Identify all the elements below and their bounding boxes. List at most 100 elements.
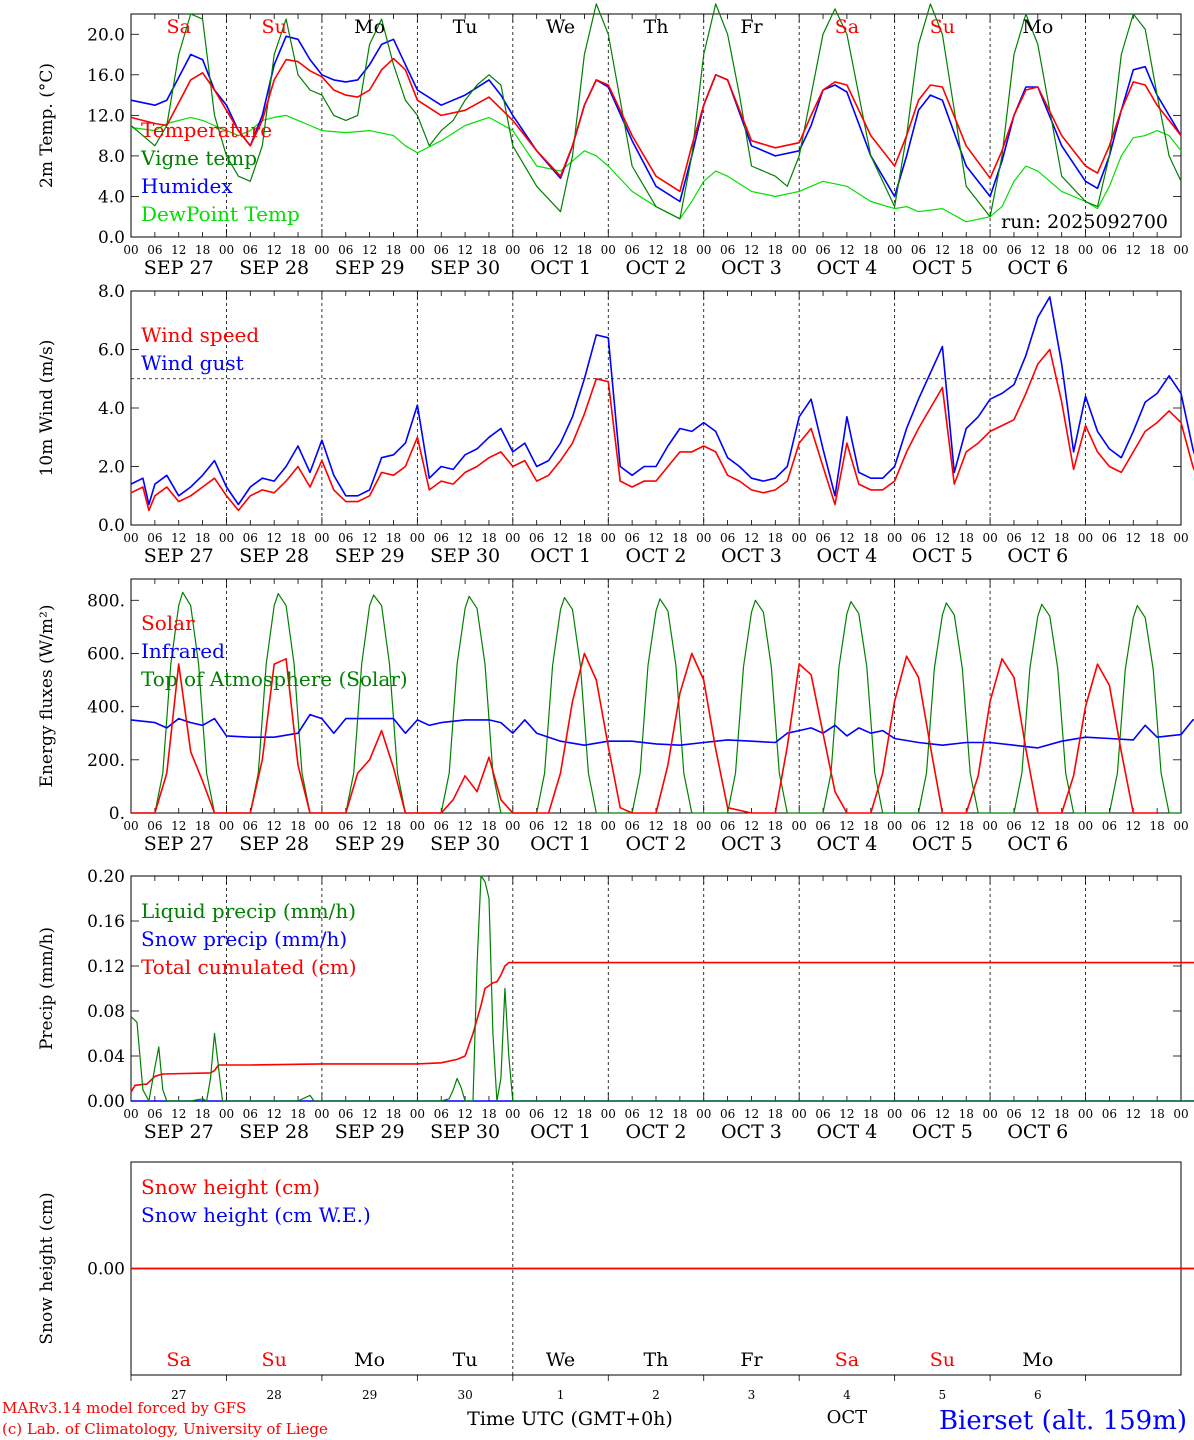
y-axis-title: 2m Temp. (°C) <box>37 63 57 188</box>
series-line-temperature <box>130 57 1182 193</box>
date-label: SEP 29 <box>335 1121 405 1143</box>
hour-tick-label: 18 <box>386 243 401 257</box>
hour-tick-label: 00 <box>219 1107 234 1121</box>
hour-tick-label: 18 <box>1054 819 1069 833</box>
hour-tick-label: 12 <box>267 1107 282 1121</box>
weekday-label: Fr <box>740 16 763 38</box>
hour-tick-label: 12 <box>267 243 282 257</box>
hour-tick-label: 06 <box>434 819 449 833</box>
day-number-label: 29 <box>362 1388 377 1402</box>
hour-tick-label: 00 <box>601 531 616 545</box>
y-tick-label: 0.00 <box>87 1092 125 1112</box>
weekday-label: Su <box>930 16 955 38</box>
hour-tick-label: 06 <box>434 1107 449 1121</box>
hour-tick-label: 06 <box>147 531 162 545</box>
weekday-label: Tu <box>453 16 478 38</box>
hour-tick-label: 00 <box>887 819 902 833</box>
hour-tick-label: 00 <box>123 1107 138 1121</box>
panel-3: 00 06 12 18 00 06 12 18 00 06 12 18 00 06 12 18 00 06 12 18… <box>37 578 1194 855</box>
date-label: OCT 2 <box>626 1121 687 1143</box>
legend-entry: Temperature <box>141 118 272 142</box>
hour-tick-label: 12 <box>171 531 186 545</box>
hour-tick-label: 12 <box>362 819 377 833</box>
legend-entry: Infrared <box>141 639 225 663</box>
hour-tick-label: 00 <box>792 1107 807 1121</box>
hour-tick-label: 06 <box>720 1107 735 1121</box>
hour-tick-label: 06 <box>243 1107 258 1121</box>
hour-tick-label: 06 <box>1102 531 1117 545</box>
hour-tick-label: 06 <box>338 1107 353 1121</box>
hour-tick-label: 00 <box>601 1107 616 1121</box>
hour-tick-label: 18 <box>959 243 974 257</box>
hour-tick-label: 00 <box>505 819 520 833</box>
hour-tick-label: 18 <box>386 531 401 545</box>
weekday-label: Mo <box>1022 16 1053 38</box>
hour-tick-label: 18 <box>290 531 305 545</box>
y-tick-label: 0.04 <box>87 1047 125 1067</box>
y-tick-label: 0.0 <box>98 228 125 248</box>
hour-tick-label: 12 <box>935 531 950 545</box>
hour-tick-label: 18 <box>863 1107 878 1121</box>
y-tick-label: 16.0 <box>87 66 125 86</box>
hour-tick-label: 12 <box>935 243 950 257</box>
date-label: OCT 6 <box>1007 545 1068 567</box>
date-label: OCT 3 <box>721 257 782 279</box>
hour-tick-label: 06 <box>1102 243 1117 257</box>
date-label: SEP 28 <box>239 1121 309 1143</box>
day-number-label: 2 <box>652 1388 660 1402</box>
hour-tick-label: 06 <box>529 1107 544 1121</box>
hour-tick-label: 12 <box>648 531 663 545</box>
date-label: OCT 1 <box>530 1121 591 1143</box>
date-label: OCT 6 <box>1007 257 1068 279</box>
weekday-label: Mo <box>354 1349 385 1371</box>
hour-tick-label: 00 <box>792 819 807 833</box>
hour-tick-label: 06 <box>815 819 830 833</box>
legend-entry: Snow precip (mm/h) <box>141 927 347 951</box>
y-tick-label: 0. <box>109 804 125 824</box>
date-label: OCT 4 <box>816 1121 877 1143</box>
date-label: OCT 4 <box>816 545 877 567</box>
hour-tick-label: 06 <box>815 531 830 545</box>
model-credit: MARv3.14 model forced by GFS <box>2 1399 247 1417</box>
day-number-label: 5 <box>939 1388 947 1402</box>
day-number-label: 30 <box>457 1388 472 1402</box>
hour-tick-label: 06 <box>529 243 544 257</box>
hour-tick-label: 00 <box>1173 243 1188 257</box>
hour-tick-label: 18 <box>672 531 687 545</box>
x-axis-title: Time UTC (GMT+0h) <box>467 1408 673 1430</box>
weekday-label: Su <box>262 1349 287 1371</box>
legend-entry: Wind gust <box>141 351 244 375</box>
station-label: Bierset (alt. 159m) <box>939 1406 1187 1436</box>
hour-tick-label: 12 <box>171 819 186 833</box>
date-label: OCT 2 <box>626 257 687 279</box>
y-tick-label: 2.0 <box>98 458 125 478</box>
y-tick-label: 0.12 <box>87 957 125 977</box>
hour-tick-label: 12 <box>267 819 282 833</box>
date-label: SEP 30 <box>430 545 500 567</box>
hour-tick-label: 06 <box>243 819 258 833</box>
hour-tick-label: 06 <box>911 243 926 257</box>
hour-tick-label: 18 <box>195 243 210 257</box>
hour-tick-label: 18 <box>195 1107 210 1121</box>
weekday-label: Mo <box>354 16 385 38</box>
hour-tick-label: 06 <box>529 819 544 833</box>
hour-tick-label: 12 <box>457 819 472 833</box>
date-label: SEP 27 <box>144 257 214 279</box>
legend-entry: Wind speed <box>141 323 259 347</box>
hour-tick-label: 00 <box>123 531 138 545</box>
hour-tick-label: 18 <box>290 243 305 257</box>
y-axis-title: 10m Wind (m/s) <box>37 340 57 477</box>
hour-tick-label: 12 <box>839 243 854 257</box>
hour-tick-label: 12 <box>457 243 472 257</box>
hour-tick-label: 12 <box>744 243 759 257</box>
date-label: SEP 28 <box>239 545 309 567</box>
hour-tick-label: 18 <box>672 1107 687 1121</box>
hour-tick-label: 12 <box>744 1107 759 1121</box>
hour-tick-label: 06 <box>243 243 258 257</box>
hour-tick-label: 12 <box>362 1107 377 1121</box>
hour-tick-label: 00 <box>982 243 997 257</box>
hour-tick-label: 06 <box>529 531 544 545</box>
hour-tick-label: 06 <box>1102 819 1117 833</box>
date-label: SEP 28 <box>239 833 309 855</box>
